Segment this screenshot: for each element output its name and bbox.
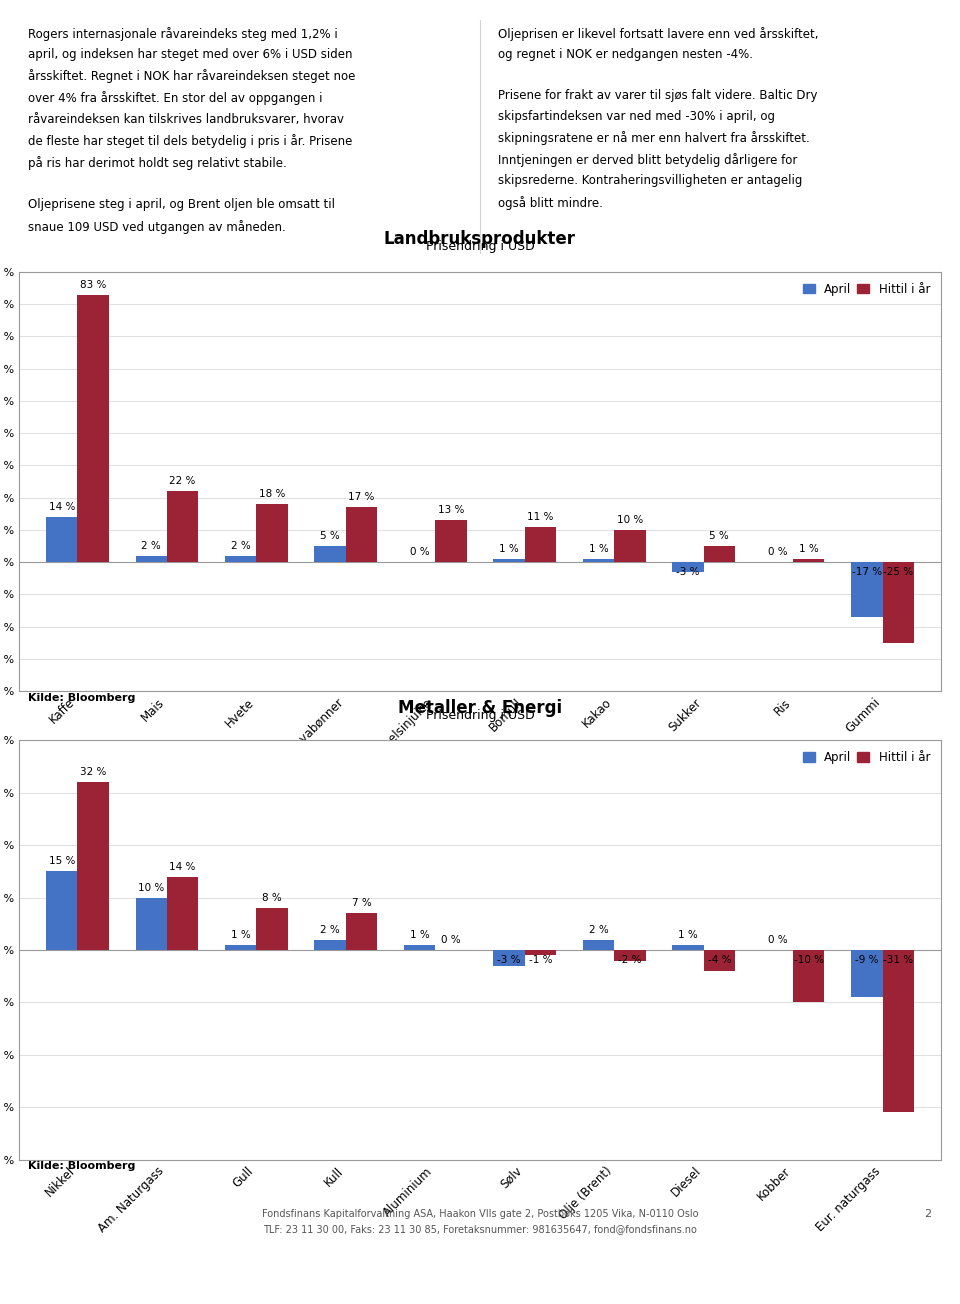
Text: 15 %: 15 % (49, 857, 75, 866)
Bar (583, 559, 614, 562)
Text: Rogers internasjonale råvareindeks steg med 1,2% i
april, og indeksen har steget: Rogers internasjonale råvareindeks steg … (29, 26, 356, 233)
Text: 5 %: 5 % (709, 531, 730, 541)
Title: Landbruksprodukter: Landbruksprodukter (384, 231, 576, 248)
Text: 2 %: 2 % (230, 541, 251, 550)
Text: 14 %: 14 % (169, 862, 196, 871)
Text: Kilde: Bloomberg: Kilde: Bloomberg (29, 692, 135, 703)
Text: 1 %: 1 % (499, 544, 519, 554)
Text: 0 %: 0 % (768, 548, 787, 557)
Bar (256, 908, 288, 951)
Text: 1 %: 1 % (230, 930, 251, 940)
Text: 22 %: 22 % (169, 476, 196, 486)
Bar (315, 940, 346, 951)
Bar (493, 559, 525, 562)
Text: 10 %: 10 % (616, 515, 643, 526)
Text: 2 %: 2 % (141, 541, 161, 550)
Bar (793, 951, 825, 1003)
Bar (46, 871, 78, 951)
Text: 13 %: 13 % (438, 505, 464, 515)
Legend: April, Hittil i år: April, Hittil i år (799, 278, 935, 300)
Text: -4 %: -4 % (708, 955, 732, 965)
Bar (404, 945, 435, 951)
Text: 8 %: 8 % (262, 893, 282, 904)
Text: 2 %: 2 % (321, 925, 340, 935)
Bar (493, 951, 525, 966)
Bar (167, 492, 198, 562)
Bar (882, 562, 914, 643)
Bar (256, 505, 288, 562)
Text: Prisendring i USD: Prisendring i USD (425, 708, 535, 721)
Bar (525, 951, 556, 956)
Bar (672, 945, 704, 951)
Text: -2 %: -2 % (618, 955, 641, 965)
Bar (78, 782, 108, 951)
Text: -17 %: -17 % (852, 567, 882, 578)
Text: 0 %: 0 % (441, 935, 461, 945)
Bar (852, 951, 882, 998)
Bar (315, 546, 346, 562)
Bar (135, 897, 167, 951)
Text: -3 %: -3 % (676, 567, 700, 578)
Bar (435, 520, 467, 562)
Text: -10 %: -10 % (794, 955, 824, 965)
Text: 1 %: 1 % (799, 544, 819, 554)
Bar (614, 529, 645, 562)
Text: 7 %: 7 % (351, 898, 372, 909)
Bar (346, 507, 377, 562)
Bar (135, 556, 167, 562)
Legend: April, Hittil i år: April, Hittil i år (799, 746, 935, 769)
Text: 2 %: 2 % (588, 925, 609, 935)
Text: 83 %: 83 % (80, 279, 107, 289)
Text: 32 %: 32 % (80, 767, 107, 777)
Text: Oljeprisen er likevel fortsatt lavere enn ved årsskiftet,
og regnet i NOK er ned: Oljeprisen er likevel fortsatt lavere en… (498, 26, 819, 210)
Text: 18 %: 18 % (259, 489, 285, 499)
Bar (704, 951, 735, 971)
Text: 10 %: 10 % (138, 883, 164, 893)
Text: 0 %: 0 % (768, 935, 787, 945)
Bar (346, 913, 377, 951)
Bar (672, 562, 704, 572)
Bar (78, 295, 108, 562)
Bar (225, 556, 256, 562)
Text: Kilde: Bloomberg: Kilde: Bloomberg (29, 1161, 135, 1171)
Bar (46, 516, 78, 562)
Title: Metaller & Energi: Metaller & Energi (398, 699, 562, 717)
Bar (614, 951, 645, 961)
Text: Prisendring i USD: Prisendring i USD (425, 240, 535, 253)
Bar (583, 940, 614, 951)
Text: 11 %: 11 % (527, 511, 554, 522)
Bar (882, 951, 914, 1112)
Text: 1 %: 1 % (588, 544, 609, 554)
Text: -9 %: -9 % (855, 955, 878, 965)
Text: 1 %: 1 % (678, 930, 698, 940)
Text: 0 %: 0 % (410, 548, 429, 557)
Text: 5 %: 5 % (321, 531, 340, 541)
Bar (704, 546, 735, 562)
Bar (525, 527, 556, 562)
Bar (167, 876, 198, 951)
Text: Fondsfinans Kapitalforvaltning ASA, Haakon VIIs gate 2, Postboks 1205 Vika, N-01: Fondsfinans Kapitalforvaltning ASA, Haak… (262, 1209, 698, 1234)
Bar (852, 562, 882, 617)
Text: -25 %: -25 % (883, 567, 913, 578)
Text: 1 %: 1 % (410, 930, 429, 940)
Text: -3 %: -3 % (497, 955, 521, 965)
Bar (793, 559, 825, 562)
Text: -31 %: -31 % (883, 955, 913, 965)
Text: 14 %: 14 % (49, 502, 75, 512)
Text: 2: 2 (924, 1209, 931, 1219)
Text: -1 %: -1 % (529, 955, 552, 965)
Text: 17 %: 17 % (348, 493, 374, 502)
Bar (225, 945, 256, 951)
